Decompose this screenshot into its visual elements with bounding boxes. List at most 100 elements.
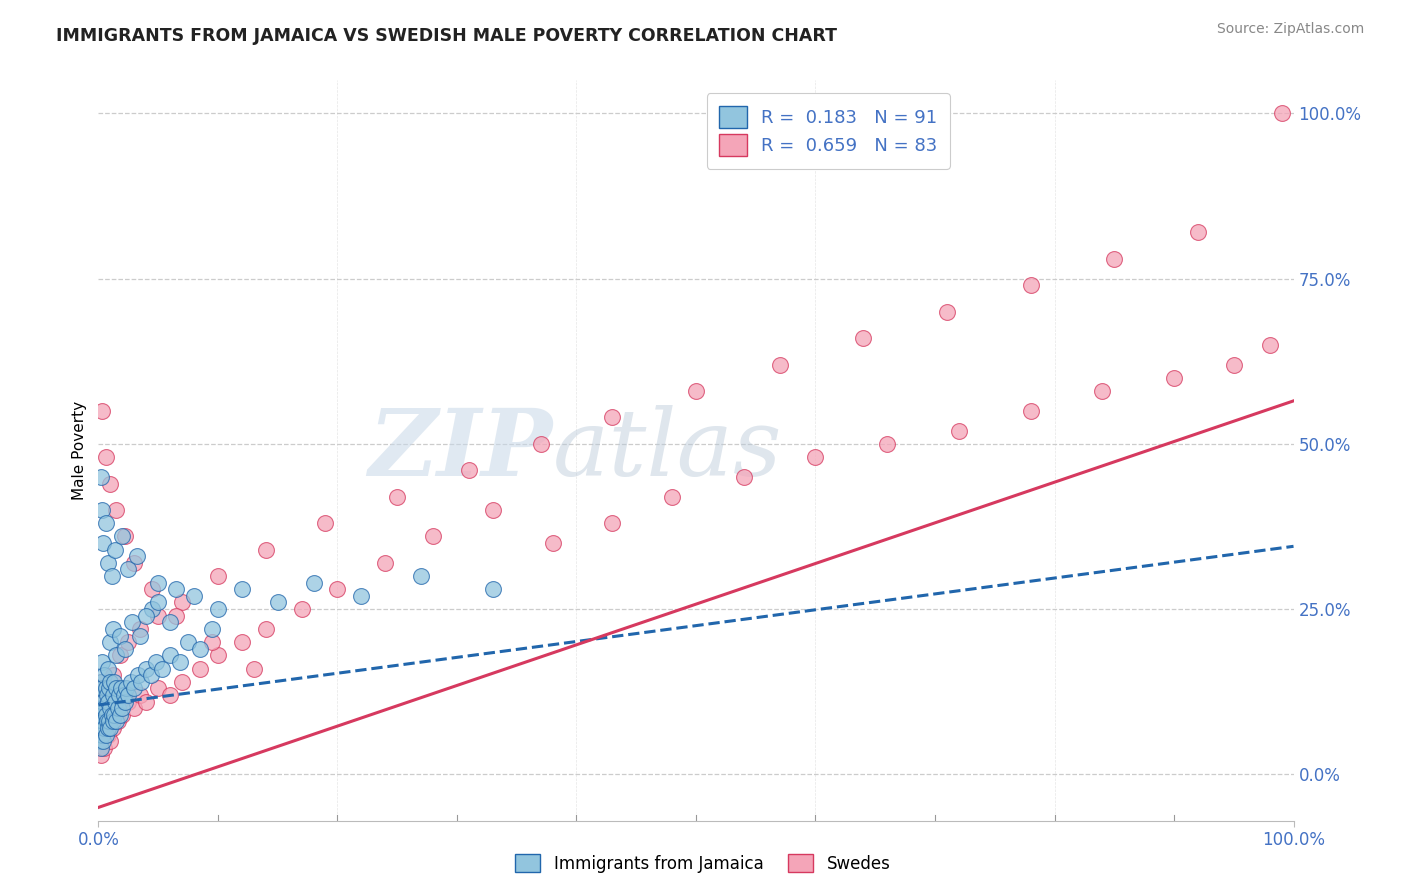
Point: [98, 701, 122, 715]
Point: [101, 688, 124, 702]
Point: [100, 569, 122, 583]
Point: [91, 734, 114, 748]
Point: [125, 549, 148, 564]
Point: [481, 503, 505, 517]
Point: [1104, 252, 1126, 266]
Point: [91, 714, 114, 729]
Point: [107, 701, 129, 715]
Point: [117, 688, 139, 702]
Point: [98, 714, 121, 729]
Point: [207, 648, 229, 663]
Point: [1187, 225, 1209, 239]
Point: [105, 648, 128, 663]
Point: [97, 695, 120, 709]
Point: [350, 589, 373, 603]
Point: [231, 582, 253, 597]
Text: Source: ZipAtlas.com: Source: ZipAtlas.com: [1216, 22, 1364, 37]
Point: [112, 688, 135, 702]
Point: [96, 707, 118, 722]
Point: [169, 655, 191, 669]
Point: [1271, 106, 1294, 120]
Point: [129, 688, 152, 702]
Point: [685, 384, 707, 398]
Point: [98, 734, 122, 748]
Point: [98, 674, 122, 689]
Point: [91, 404, 114, 418]
Point: [93, 714, 115, 729]
Point: [94, 681, 117, 696]
Point: [165, 582, 187, 597]
Point: [90, 674, 112, 689]
Point: [172, 674, 194, 689]
Point: [188, 641, 211, 656]
Point: [530, 437, 553, 451]
Point: [105, 714, 128, 729]
Point: [114, 641, 136, 656]
Point: [876, 437, 898, 451]
Point: [148, 681, 170, 696]
Point: [141, 602, 163, 616]
Text: ZIP: ZIP: [368, 406, 553, 495]
Point: [111, 701, 134, 715]
Point: [201, 622, 224, 636]
Point: [117, 695, 139, 709]
Point: [115, 681, 138, 696]
Point: [93, 740, 115, 755]
Point: [201, 635, 224, 649]
Point: [207, 602, 229, 616]
Point: [172, 595, 194, 609]
Point: [89, 740, 111, 755]
Point: [97, 728, 120, 742]
Point: [90, 674, 112, 689]
Point: [91, 707, 114, 722]
Point: [315, 516, 337, 531]
Point: [291, 602, 314, 616]
Point: [1223, 358, 1246, 372]
Point: [93, 721, 115, 735]
Point: [150, 662, 173, 676]
Point: [948, 424, 970, 438]
Point: [243, 662, 266, 676]
Point: [159, 688, 181, 702]
Point: [108, 707, 131, 722]
Point: [385, 490, 409, 504]
Point: [121, 615, 143, 630]
Point: [96, 714, 118, 729]
Point: [91, 701, 114, 715]
Point: [107, 714, 129, 729]
Point: [1163, 370, 1185, 384]
Point: [148, 575, 170, 590]
Point: [98, 476, 122, 491]
Point: [91, 701, 114, 715]
Point: [110, 681, 132, 696]
Point: [602, 410, 624, 425]
Point: [135, 662, 157, 676]
Point: [91, 728, 114, 742]
Point: [93, 714, 115, 729]
Legend: R =  0.183   N = 91, R =  0.659   N = 83: R = 0.183 N = 91, R = 0.659 N = 83: [707, 93, 950, 169]
Point: [93, 668, 115, 682]
Point: [94, 707, 117, 722]
Point: [159, 615, 181, 630]
Point: [91, 681, 114, 696]
Point: [135, 608, 157, 623]
Point: [207, 569, 229, 583]
Point: [1258, 337, 1281, 351]
Point: [165, 608, 187, 623]
Point: [145, 655, 167, 669]
Point: [107, 688, 129, 702]
Point: [101, 622, 124, 636]
Point: [254, 542, 277, 557]
Point: [127, 668, 149, 682]
Point: [114, 529, 136, 543]
Point: [188, 662, 211, 676]
Point: [97, 556, 120, 570]
Point: [177, 635, 200, 649]
Point: [111, 707, 134, 722]
Point: [124, 681, 146, 696]
Point: [98, 721, 122, 735]
Point: [104, 695, 127, 709]
Point: [254, 622, 277, 636]
Point: [111, 529, 134, 543]
Point: [148, 608, 170, 623]
